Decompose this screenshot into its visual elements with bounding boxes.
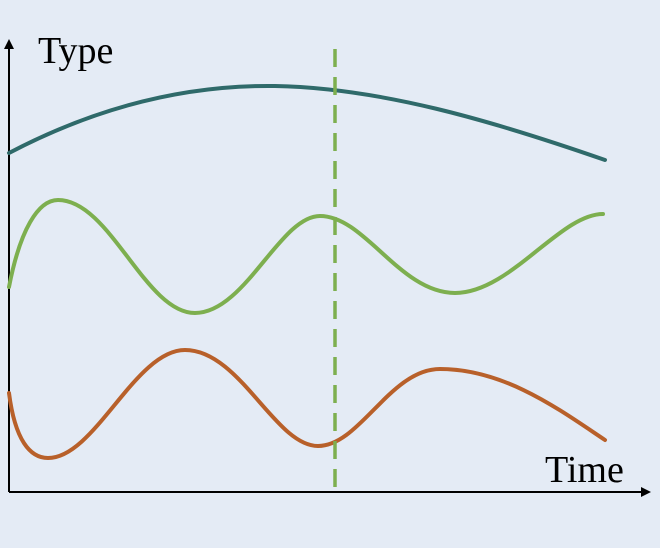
middle-curve bbox=[7, 197, 605, 316]
x-axis-title: Time bbox=[545, 449, 624, 491]
bottom-curve bbox=[7, 347, 607, 461]
y-axis-title: Type bbox=[38, 30, 114, 72]
top-curve bbox=[7, 83, 607, 162]
